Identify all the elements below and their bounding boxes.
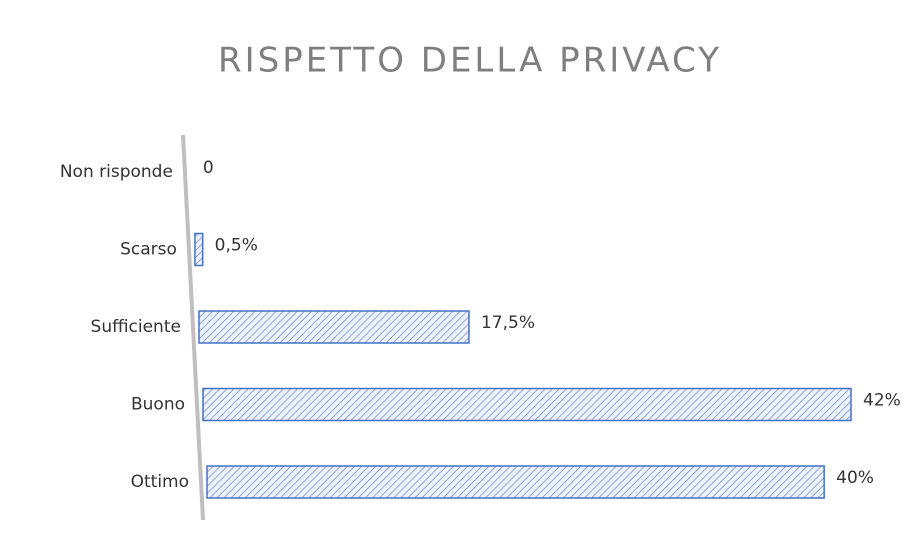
category-label: Sufficiente — [91, 317, 181, 337]
chart-title: RISPETTO DELLA PRIVACY — [218, 41, 722, 81]
bar — [206, 465, 825, 499]
bar — [202, 387, 852, 422]
category-label: Buono — [131, 395, 185, 415]
category-axis — [181, 134, 205, 521]
category-label: Scarso — [120, 240, 177, 260]
value-label: 17,5% — [481, 313, 535, 333]
category-label: Ottimo — [131, 472, 189, 492]
bar — [194, 232, 204, 267]
bar — [198, 310, 470, 344]
value-label: 0 — [203, 158, 214, 178]
value-label: 0,5% — [215, 236, 258, 256]
category-label: Non risponde — [60, 162, 173, 182]
value-label: 40% — [836, 468, 874, 488]
value-label: 42% — [863, 391, 901, 411]
